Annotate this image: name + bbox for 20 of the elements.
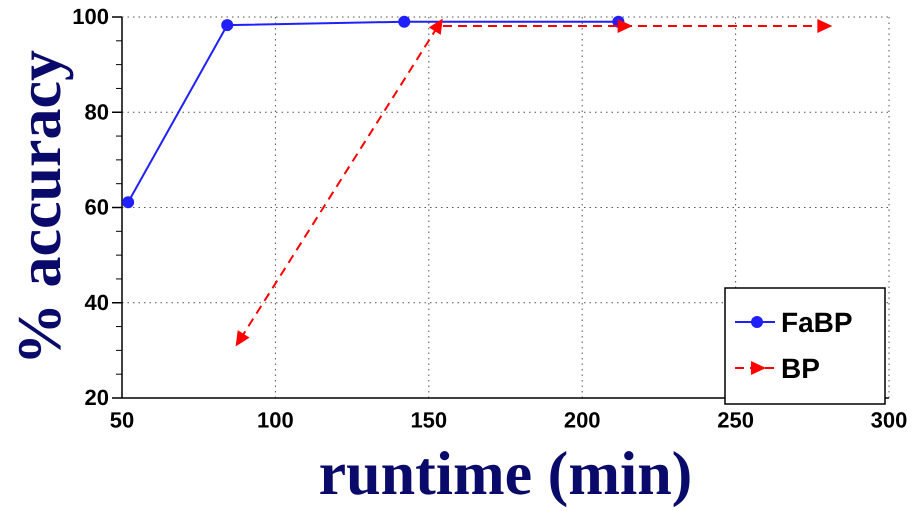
point: [618, 19, 633, 34]
y-tick-label: 100: [72, 4, 109, 30]
point: [398, 16, 410, 28]
x-tick-label: 50: [110, 408, 134, 433]
y-tick-label: 20: [84, 385, 109, 410]
y-tick-label: 80: [84, 99, 109, 124]
x-tick-label: 100: [257, 408, 294, 433]
y-axis-title: % accuracy: [6, 50, 74, 366]
x-tick-label: 200: [564, 408, 601, 433]
legend-label: BP: [781, 353, 820, 384]
x-tick-label: 150: [410, 408, 448, 433]
x-tick-label: 300: [870, 408, 908, 433]
legend-label: FaBP: [781, 307, 853, 338]
point: [817, 19, 832, 34]
point: [122, 196, 134, 208]
y-tick-label: 60: [84, 194, 109, 220]
y-tick-label: 40: [84, 290, 109, 315]
x-axis-title: runtime (min): [318, 440, 692, 508]
point: [221, 19, 234, 32]
x-tick-label: 250: [717, 408, 754, 433]
